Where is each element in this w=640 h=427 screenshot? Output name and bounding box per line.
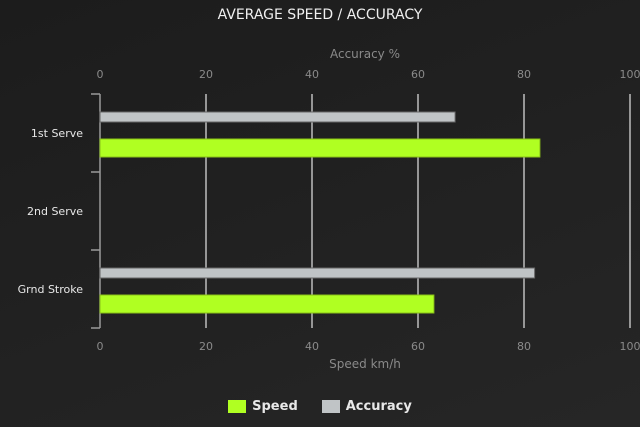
top-tick-label: 20 xyxy=(199,68,213,81)
legend-swatch-speed xyxy=(228,400,247,413)
bar-speed xyxy=(99,138,541,158)
bottom-tick-label: 40 xyxy=(305,340,319,353)
bottom-axis-title: Speed km/h xyxy=(329,357,401,371)
legend-swatch-accuracy xyxy=(321,400,340,413)
bar-accuracy xyxy=(99,267,536,279)
category-label: Grnd Stroke xyxy=(18,283,84,296)
legend-label-accuracy: Accuracy xyxy=(345,399,412,414)
category-label: 1st Serve xyxy=(31,127,83,140)
bottom-tick-label: 20 xyxy=(199,340,213,353)
legend-item-speed[interactable]: Speed xyxy=(228,399,298,414)
bottom-tick-label: 0 xyxy=(97,340,104,353)
top-axis-title: Accuracy % xyxy=(330,47,400,61)
legend-label-speed: Speed xyxy=(252,399,298,414)
chart-title: AVERAGE SPEED / ACCURACY xyxy=(217,7,423,23)
top-tick-label: 100 xyxy=(620,68,640,81)
category-label: 2nd Serve xyxy=(27,205,83,218)
bar-accuracy xyxy=(99,111,456,123)
bottom-tick-label: 80 xyxy=(517,340,531,353)
bar-speed xyxy=(99,294,435,314)
bottom-tick-label: 100 xyxy=(620,340,640,353)
top-tick-label: 60 xyxy=(411,68,425,81)
top-tick-label: 0 xyxy=(97,68,104,81)
legend-item-accuracy[interactable]: Accuracy xyxy=(321,399,412,414)
bottom-tick-label: 60 xyxy=(411,340,425,353)
top-tick-label: 80 xyxy=(517,68,531,81)
top-tick-label: 40 xyxy=(305,68,319,81)
legend: Speed Accuracy xyxy=(0,399,640,414)
